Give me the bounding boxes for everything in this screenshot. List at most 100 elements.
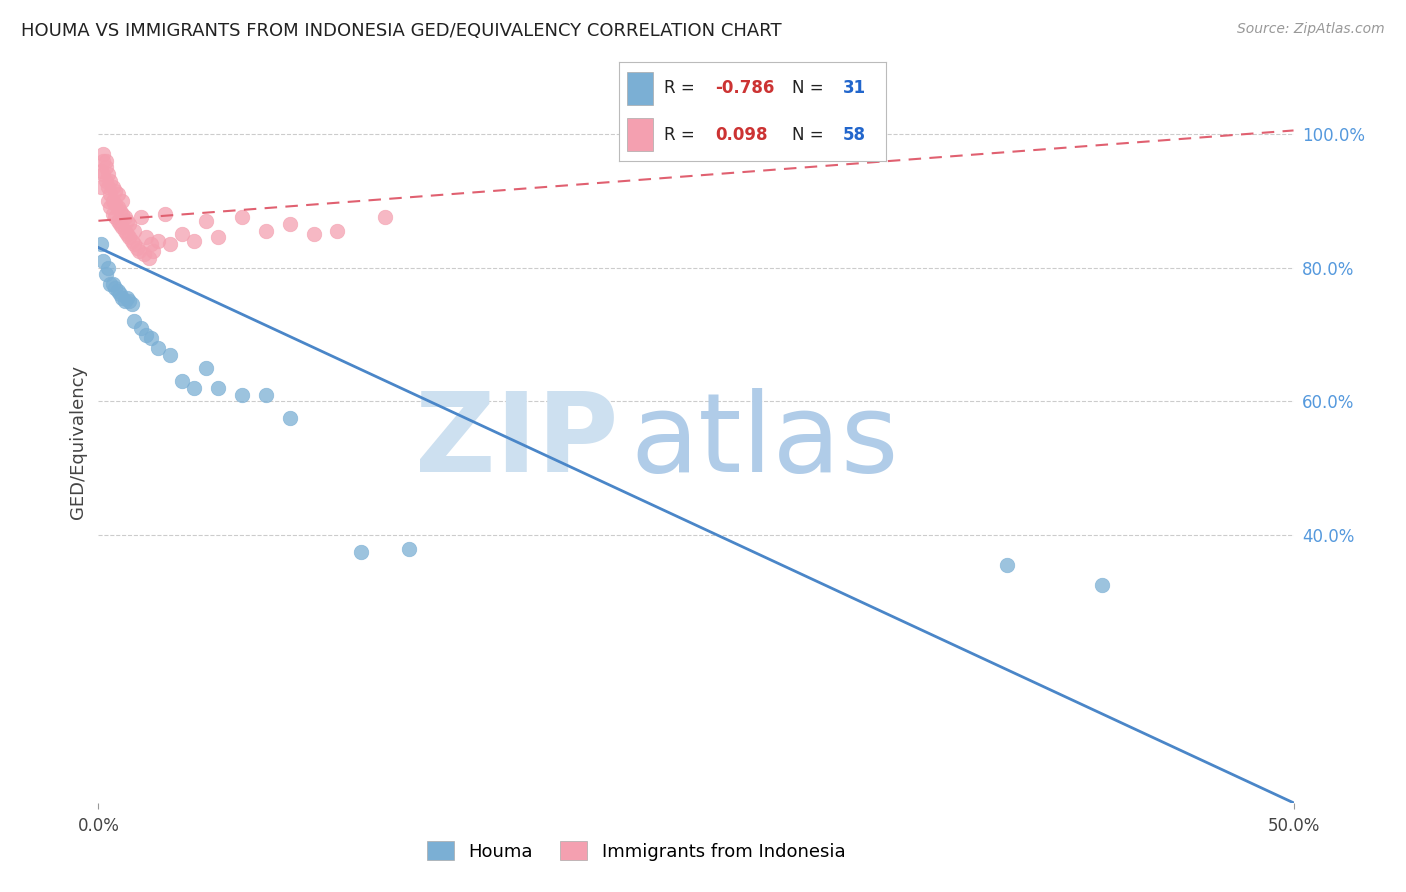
Point — [231, 211, 253, 225]
Point — [118, 294, 141, 309]
Text: N =: N = — [793, 126, 830, 144]
Point — [148, 234, 170, 248]
Text: HOUMA VS IMMIGRANTS FROM INDONESIA GED/EQUIVALENCY CORRELATION CHART: HOUMA VS IMMIGRANTS FROM INDONESIA GED/E… — [21, 22, 782, 40]
Text: atlas: atlas — [630, 388, 898, 495]
Point — [90, 237, 112, 252]
Point — [90, 180, 112, 194]
Point — [97, 167, 120, 181]
Point — [124, 314, 146, 328]
Point — [101, 180, 124, 194]
Point — [111, 207, 134, 221]
Text: 58: 58 — [844, 126, 866, 144]
Point — [121, 297, 143, 311]
Point — [155, 207, 177, 221]
Point — [94, 268, 117, 282]
Point — [91, 147, 114, 161]
Point — [115, 291, 138, 305]
Point — [278, 217, 301, 231]
Point — [107, 201, 129, 215]
Point — [159, 348, 181, 362]
Point — [91, 153, 114, 168]
Point — [183, 234, 205, 248]
Point — [111, 291, 134, 305]
Point — [107, 214, 129, 228]
Point — [995, 558, 1018, 573]
Text: ZIP: ZIP — [415, 388, 619, 495]
Point — [101, 277, 124, 292]
FancyBboxPatch shape — [627, 119, 654, 151]
Point — [142, 244, 165, 258]
Point — [104, 281, 127, 295]
Point — [278, 411, 301, 425]
Point — [107, 187, 129, 202]
Point — [350, 545, 373, 559]
Point — [135, 327, 157, 342]
Point — [108, 287, 131, 301]
Point — [139, 237, 162, 252]
Point — [107, 284, 129, 298]
Point — [115, 227, 138, 242]
Point — [97, 180, 120, 194]
Point — [159, 237, 181, 252]
Point — [172, 227, 194, 242]
Legend: Houma, Immigrants from Indonesia: Houma, Immigrants from Indonesia — [420, 834, 852, 868]
Point — [374, 211, 396, 225]
Point — [108, 217, 131, 231]
Text: R =: R = — [664, 126, 700, 144]
Point — [104, 211, 127, 225]
Point — [108, 203, 131, 218]
Text: 0.098: 0.098 — [714, 126, 768, 144]
Point — [398, 541, 420, 556]
Point — [104, 184, 127, 198]
Point — [91, 167, 114, 181]
Point — [183, 381, 205, 395]
Point — [148, 341, 170, 355]
Point — [1091, 578, 1114, 592]
Point — [94, 161, 117, 175]
Point — [128, 244, 150, 258]
Point — [172, 375, 194, 389]
Text: 31: 31 — [844, 79, 866, 97]
Point — [101, 207, 124, 221]
Point — [124, 224, 146, 238]
Point — [98, 201, 122, 215]
Point — [104, 197, 127, 211]
Point — [254, 387, 277, 401]
Point — [115, 214, 138, 228]
Point — [98, 173, 122, 188]
Point — [131, 321, 153, 335]
Text: -0.786: -0.786 — [714, 79, 775, 97]
Point — [195, 214, 218, 228]
Point — [98, 187, 122, 202]
Point — [121, 234, 143, 248]
Point — [138, 251, 160, 265]
Point — [131, 211, 153, 225]
Point — [111, 194, 134, 208]
Point — [118, 230, 141, 244]
Point — [326, 224, 349, 238]
FancyBboxPatch shape — [627, 72, 654, 104]
Text: R =: R = — [664, 79, 700, 97]
Point — [139, 331, 162, 345]
Point — [124, 237, 146, 252]
Y-axis label: GED/Equivalency: GED/Equivalency — [69, 365, 87, 518]
Point — [135, 230, 157, 244]
Point — [101, 194, 124, 208]
Point — [195, 361, 218, 376]
Point — [114, 224, 136, 238]
Point — [91, 254, 114, 268]
Point — [118, 217, 141, 231]
Point — [111, 220, 134, 235]
Point — [302, 227, 325, 242]
Point — [254, 224, 277, 238]
Text: Source: ZipAtlas.com: Source: ZipAtlas.com — [1237, 22, 1385, 37]
Point — [114, 211, 136, 225]
Point — [90, 163, 112, 178]
Point — [97, 194, 120, 208]
Point — [132, 247, 155, 261]
Point — [98, 277, 122, 292]
Point — [207, 230, 229, 244]
Point — [125, 241, 148, 255]
Point — [97, 260, 120, 275]
Point — [207, 381, 229, 395]
